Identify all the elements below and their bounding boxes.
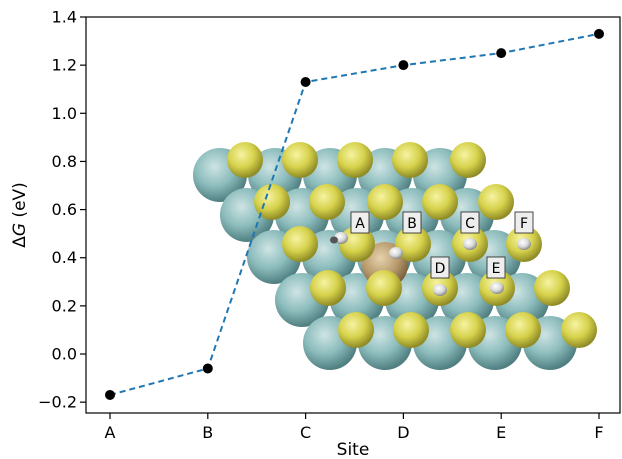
adsorbate-atom xyxy=(463,238,477,250)
small-atom xyxy=(367,184,403,220)
adsorbate-atom xyxy=(517,238,531,250)
svg-text:B: B xyxy=(407,216,417,232)
x-axis-label: Site xyxy=(337,440,370,459)
small-atom xyxy=(534,270,570,306)
site-label: C xyxy=(460,211,480,234)
site-label: D xyxy=(430,256,450,279)
site-label: F xyxy=(514,211,534,234)
small-atom xyxy=(338,312,374,348)
svg-text:E: E xyxy=(492,261,501,277)
small-atom xyxy=(339,226,375,262)
data-point-A xyxy=(105,389,115,400)
small-atom xyxy=(395,226,431,262)
small-atom xyxy=(561,312,597,348)
small-atom xyxy=(282,226,318,262)
svg-text:D: D xyxy=(435,261,446,277)
y-axis-ticks: −0.2 0.0 0.2 0.4 0.6 0.8 1.0 1.2 1.4 xyxy=(38,8,86,412)
small-atom xyxy=(478,184,514,220)
data-point-C xyxy=(300,76,311,87)
y-tick-label: −0.2 xyxy=(38,393,77,412)
svg-text:C: C xyxy=(465,216,475,232)
site-label: B xyxy=(402,211,422,234)
adsorbate-atom xyxy=(433,284,447,296)
y-tick-label: 1.4 xyxy=(52,8,77,27)
y-tick-label: 1.0 xyxy=(52,104,77,123)
small-atom xyxy=(422,184,458,220)
y-tick-label: 1.2 xyxy=(52,56,77,75)
series-delta-g xyxy=(105,28,604,400)
y-tick-label: 0.6 xyxy=(52,200,77,219)
x-axis-ticks: A B C D E F xyxy=(105,413,604,442)
inset-atomic-structure: A B C F D E xyxy=(193,142,597,370)
axes-frame xyxy=(85,16,621,414)
x-tick-label: D xyxy=(397,423,409,442)
series-line xyxy=(109,32,600,396)
small-atom xyxy=(337,142,373,178)
data-point-F xyxy=(594,28,604,39)
small-atom xyxy=(366,270,402,306)
y-axis-label: ΔG (eV) xyxy=(10,182,30,248)
site-label: A xyxy=(350,211,370,234)
adsorbate-atom xyxy=(490,282,504,294)
small-atom xyxy=(227,142,263,178)
y-tick-label: 0.2 xyxy=(52,296,77,315)
site-label: E xyxy=(486,256,506,279)
y-tick-label: 0.0 xyxy=(52,345,77,364)
adsorbate-shadow xyxy=(330,236,338,244)
data-point-B xyxy=(202,363,213,374)
svg-text:A: A xyxy=(355,216,365,232)
x-tick-label: A xyxy=(105,423,116,442)
data-point-E xyxy=(496,48,507,59)
x-tick-label: C xyxy=(300,423,311,442)
small-atom xyxy=(392,142,428,178)
small-atom xyxy=(450,312,486,348)
plot-border xyxy=(85,16,621,414)
x-tick-label: E xyxy=(496,423,506,442)
small-atom xyxy=(309,184,345,220)
y-tick-label: 0.8 xyxy=(52,152,77,171)
svg-text:F: F xyxy=(520,216,528,232)
x-tick-label: B xyxy=(202,423,213,442)
data-point-D xyxy=(398,60,409,71)
small-atom xyxy=(282,142,318,178)
y-tick-label: 0.4 xyxy=(52,248,77,267)
small-atom xyxy=(254,184,290,220)
adsorbate-atom xyxy=(389,247,403,259)
small-atom xyxy=(505,312,541,348)
small-atom xyxy=(310,270,346,306)
x-tick-label: F xyxy=(594,423,603,442)
small-atom xyxy=(450,142,486,178)
small-atom xyxy=(393,312,429,348)
